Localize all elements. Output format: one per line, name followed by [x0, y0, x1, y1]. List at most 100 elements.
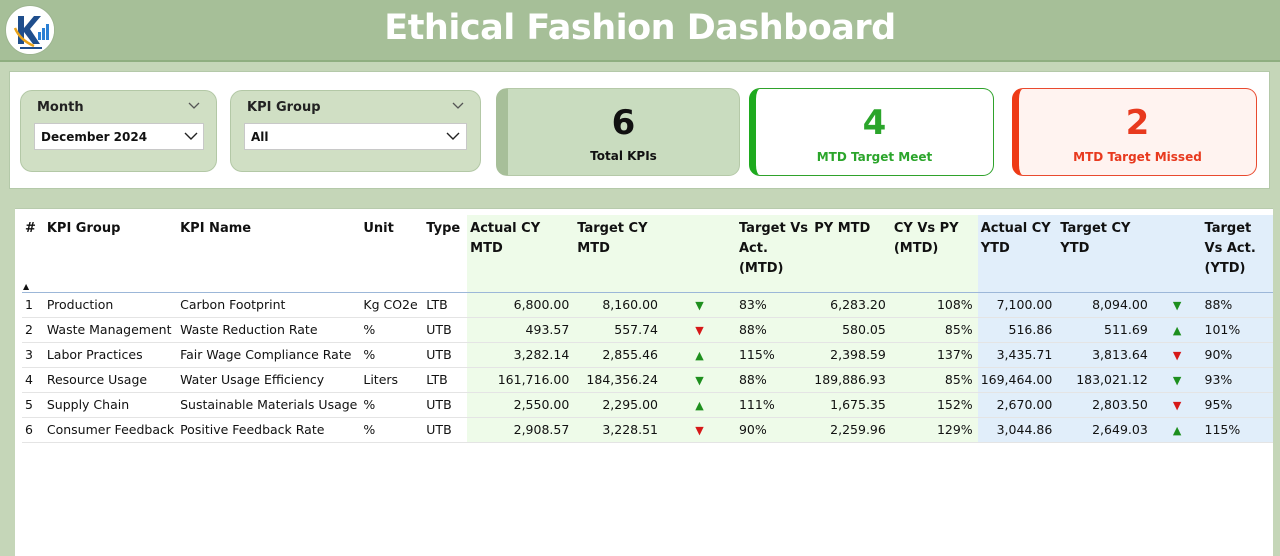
target-vs-act-ytd-cell: 90%: [1201, 342, 1273, 368]
target-vs-act-ytd-cell: 95%: [1201, 392, 1273, 418]
kpi-table-panel: # ▲ KPI Group KPI Name Unit Type Actual C…: [15, 208, 1273, 556]
row-index: 3: [22, 342, 44, 368]
col-header-actual-cy-mtd[interactable]: Actual CY MTD: [467, 215, 575, 293]
triangle-up-icon: ▲: [1172, 424, 1182, 437]
col-header-mtd-status: [663, 215, 736, 293]
dashboard-header: Ethical Fashion Dashboard: [0, 0, 1280, 62]
chevron-down-icon: [184, 132, 198, 140]
col-header-cy-vs-py-mtd[interactable]: CY Vs PY (MTD): [890, 215, 978, 293]
filter-and-summary-panel: Month December 2024 KPI Group All 6 Tota…: [9, 71, 1270, 189]
mtd-target-meet-value: 4: [862, 103, 887, 143]
col-header-type[interactable]: Type: [423, 215, 468, 293]
col-header-target-vs-act-ytd[interactable]: Target Vs Act. (YTD): [1201, 215, 1273, 293]
kpi-name-cell: Sustainable Materials Usage: [177, 392, 361, 418]
unit-cell: %: [360, 342, 424, 368]
mtd-status-icon: ▲: [663, 342, 736, 368]
kpi-group-slicer-label: KPI Group: [247, 100, 321, 115]
month-slicer: Month December 2024: [20, 90, 217, 172]
py-mtd-cell: 6,283.20: [811, 292, 891, 318]
actual-cy-mtd-cell: 2,550.00: [467, 392, 575, 418]
col-header-py-mtd[interactable]: PY MTD: [811, 215, 891, 293]
chevron-down-icon[interactable]: [188, 101, 200, 111]
target-vs-act-mtd-cell: 90%: [735, 417, 812, 443]
col-header-actual-cy-ytd[interactable]: Actual CY YTD: [977, 215, 1058, 293]
table-row[interactable]: 4 Resource Usage Water Usage Efficiency Lit…: [22, 367, 1273, 393]
actual-cy-mtd-cell: 161,716.00: [467, 367, 575, 393]
row-index: 6: [22, 417, 44, 443]
table-row[interactable]: 1 Production Carbon Footprint Kg CO2e LTB 6,8…: [22, 292, 1273, 318]
mtd-status-icon: ▼: [663, 367, 736, 393]
kpi-name-cell: Fair Wage Compliance Rate: [177, 342, 361, 368]
actual-cy-ytd-cell: 7,100.00: [977, 292, 1058, 318]
table-header-row: # ▲ KPI Group KPI Name Unit Type Actual C…: [22, 215, 1273, 293]
actual-cy-mtd-cell: 6,800.00: [467, 292, 575, 318]
target-cy-ytd-cell: 3,813.64: [1057, 342, 1153, 368]
unit-cell: Liters: [360, 367, 424, 393]
target-cy-ytd-cell: 2,803.50: [1057, 392, 1153, 418]
target-vs-act-ytd-cell: 101%: [1201, 317, 1273, 343]
col-header-index[interactable]: # ▲: [22, 215, 44, 293]
mtd-target-missed-label: MTD Target Missed: [1073, 150, 1202, 164]
table-row[interactable]: 5 Supply Chain Sustainable Materials Usage…: [22, 392, 1273, 418]
target-vs-act-mtd-cell: 111%: [735, 392, 812, 418]
cy-vs-py-mtd-cell: 137%: [890, 342, 978, 368]
unit-cell: Kg CO2e: [360, 292, 424, 318]
row-index: 1: [22, 292, 44, 318]
col-header-target-vs-act-mtd[interactable]: Target Vs Act. (MTD): [735, 215, 812, 293]
mtd-target-meet-card: 4 MTD Target Meet: [749, 88, 994, 176]
cy-vs-py-mtd-cell: 85%: [890, 317, 978, 343]
month-dropdown[interactable]: December 2024: [34, 123, 204, 150]
target-cy-ytd-cell: 511.69: [1057, 317, 1153, 343]
actual-cy-mtd-cell: 2,908.57: [467, 417, 575, 443]
type-cell: LTB: [423, 292, 468, 318]
col-header-ytd-status: [1152, 215, 1202, 293]
type-cell: UTB: [423, 392, 468, 418]
chevron-down-icon[interactable]: [452, 101, 464, 111]
triangle-down-icon: ▼: [695, 374, 704, 387]
target-cy-ytd-cell: 183,021.12: [1057, 367, 1153, 393]
kpi-name-cell: Waste Reduction Rate: [177, 317, 361, 343]
col-header-target-cy-ytd[interactable]: Target CY YTD: [1057, 215, 1153, 293]
actual-cy-ytd-cell: 3,044.86: [977, 417, 1058, 443]
col-header-unit[interactable]: Unit: [360, 215, 424, 293]
col-header-kpi-name[interactable]: KPI Name: [177, 215, 361, 293]
mtd-target-missed-card: 2 MTD Target Missed: [1012, 88, 1257, 176]
target-cy-mtd-cell: 8,160.00: [574, 292, 663, 318]
actual-cy-ytd-cell: 2,670.00: [977, 392, 1058, 418]
kpi-group-slicer: KPI Group All: [230, 90, 481, 172]
table-row[interactable]: 2 Waste Management Waste Reduction Rate% UT…: [22, 317, 1273, 343]
total-kpis-label: Total KPIs: [590, 149, 657, 163]
target-vs-act-mtd-cell: 115%: [735, 342, 812, 368]
target-cy-ytd-cell: 8,094.00: [1057, 292, 1153, 318]
month-dropdown-value: December 2024: [41, 130, 148, 144]
kpi-group-cell: Labor Practices: [43, 342, 178, 368]
actual-cy-ytd-cell: 516.86: [977, 317, 1058, 343]
chevron-down-icon: [446, 132, 460, 140]
table-row[interactable]: 3 Labor Practices Fair Wage Compliance Rat…: [22, 342, 1273, 368]
kpi-table: # ▲ KPI Group KPI Name Unit Type Actual C…: [22, 215, 1273, 443]
kpi-name-cell: Carbon Footprint: [177, 292, 361, 318]
kpi-group-dropdown-value: All: [251, 130, 269, 144]
mtd-status-icon: ▼: [663, 317, 736, 343]
target-vs-act-mtd-cell: 88%: [735, 317, 812, 343]
py-mtd-cell: 189,886.93: [811, 367, 891, 393]
sort-ascending-icon[interactable]: ▲: [23, 282, 30, 291]
dashboard-title: Ethical Fashion Dashboard: [384, 8, 896, 48]
kpi-group-dropdown[interactable]: All: [244, 123, 467, 150]
triangle-up-icon: ▲: [695, 349, 704, 362]
ytd-status-icon: ▲: [1152, 317, 1202, 343]
mtd-target-meet-label: MTD Target Meet: [816, 150, 933, 164]
target-vs-act-mtd-cell: 83%: [735, 292, 812, 318]
target-cy-mtd-cell: 557.74: [574, 317, 663, 343]
kpi-group-cell: Resource Usage: [43, 367, 178, 393]
table-row[interactable]: 6 Consumer Feedback Positive Feedback Rate…: [22, 417, 1273, 443]
kpi-group-cell: Production: [43, 292, 178, 318]
triangle-down-icon: ▼: [695, 299, 704, 312]
ytd-status-icon: ▲: [1152, 417, 1202, 443]
triangle-up-icon: ▲: [695, 399, 704, 412]
triangle-up-icon: ▲: [1172, 324, 1182, 337]
col-header-target-cy-mtd[interactable]: Target CY MTD: [574, 215, 663, 293]
target-cy-mtd-cell: 3,228.51: [574, 417, 663, 443]
target-vs-act-ytd-cell: 88%: [1201, 292, 1273, 318]
col-header-kpi-group[interactable]: KPI Group: [43, 215, 178, 293]
